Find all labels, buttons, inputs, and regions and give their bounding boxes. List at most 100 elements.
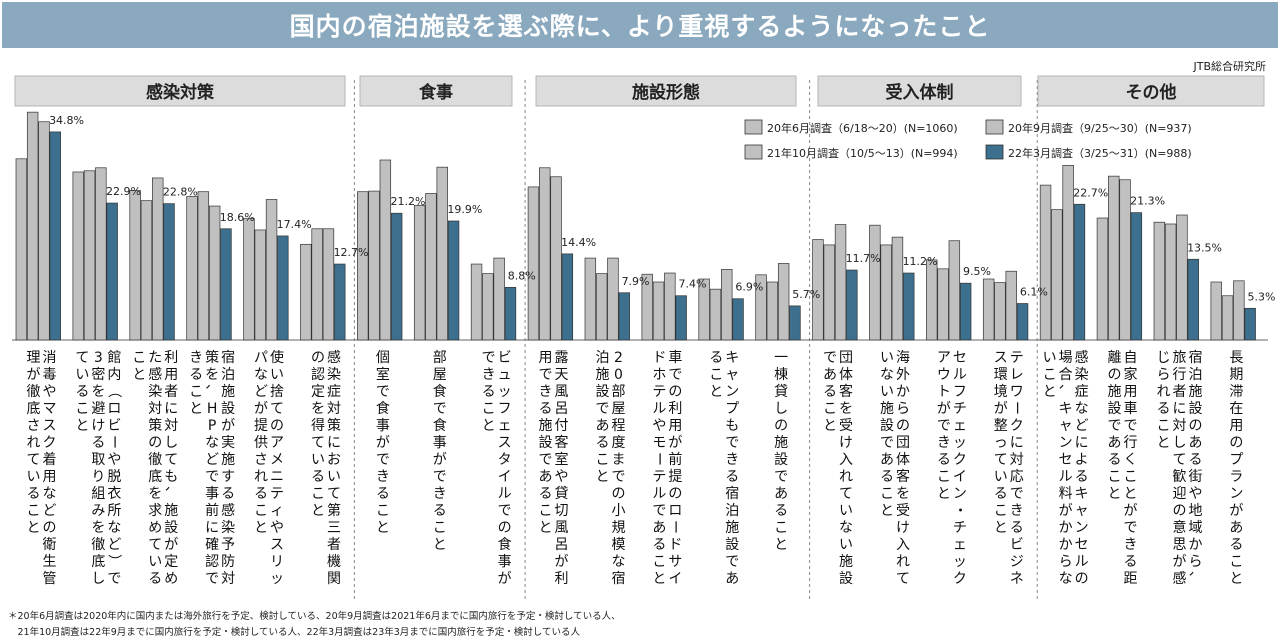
- svg-text:環: 環: [994, 367, 1008, 383]
- bar: [539, 167, 551, 341]
- bar: [812, 239, 824, 341]
- bar: [1039, 184, 1052, 341]
- svg-text:さ: さ: [254, 452, 268, 468]
- footnotes: ＊20年6月調査は2020年内に国内または海外旅行を予定、検討している、20年9…: [8, 609, 621, 641]
- svg-text:、: 、: [203, 384, 219, 398]
- svg-text:行: 行: [1124, 435, 1138, 451]
- group-header-box: [1037, 75, 1265, 107]
- svg-text:こ: こ: [189, 384, 203, 400]
- svg-text:組: 組: [91, 486, 105, 502]
- svg-text:こ: こ: [595, 452, 609, 468]
- bar: [948, 240, 961, 341]
- svg-text:キ: キ: [1059, 401, 1073, 417]
- svg-text:で: で: [823, 350, 837, 366]
- svg-text:徹: 徹: [148, 452, 162, 468]
- svg-text:る: る: [26, 486, 40, 502]
- svg-text:実: 実: [221, 435, 235, 451]
- svg-text:ラ: ラ: [1229, 469, 1243, 485]
- svg-text:メ: メ: [270, 452, 284, 468]
- svg-text:で: で: [725, 554, 739, 570]
- svg-text:貸: 貸: [774, 384, 788, 400]
- svg-text:し: し: [1172, 435, 1186, 451]
- svg-text:対: 対: [221, 571, 235, 587]
- data-label: 6.9%: [735, 281, 763, 294]
- svg-text:で: で: [539, 367, 553, 383]
- group-header-box: [535, 75, 797, 107]
- data-label: 6.1%: [1020, 286, 1048, 299]
- svg-text:で: で: [376, 452, 390, 468]
- svg-text:や: や: [652, 418, 666, 434]
- svg-text:ク: ク: [953, 571, 967, 587]
- footnote-line: ＊20年6月調査は2020年内に国内または海外旅行を予定、検討している、20年9…: [8, 611, 621, 622]
- svg-text:体: 体: [839, 367, 853, 383]
- bar: [334, 263, 346, 341]
- svg-text:利: 利: [555, 571, 569, 587]
- svg-text:る: る: [994, 486, 1008, 502]
- svg-text:か: か: [1059, 537, 1073, 553]
- svg-text:テ: テ: [1010, 350, 1024, 366]
- svg-text:の: の: [311, 350, 325, 366]
- svg-text:ク: ク: [1010, 418, 1024, 434]
- svg-text:リ: リ: [270, 554, 284, 570]
- group-header-label: 感染対策: [146, 82, 215, 103]
- svg-text:策: 策: [205, 349, 219, 366]
- svg-text:レ: レ: [1010, 367, 1024, 383]
- svg-text:P: P: [208, 418, 216, 434]
- bar: [652, 281, 665, 341]
- svg-text:利: 利: [668, 401, 682, 417]
- svg-text:あ: あ: [1229, 520, 1243, 536]
- bar: [959, 282, 972, 341]
- svg-text:プ: プ: [1229, 452, 1243, 468]
- bar: [823, 244, 835, 341]
- svg-text:付: 付: [555, 418, 569, 434]
- svg-text:こ: こ: [433, 520, 447, 536]
- svg-text:あ: あ: [1188, 435, 1202, 451]
- svg-text:第: 第: [327, 502, 341, 519]
- svg-text:な: な: [1059, 571, 1073, 587]
- svg-text:ト: ト: [937, 384, 951, 400]
- svg-text:ェ: ェ: [953, 537, 967, 553]
- svg-text:て: て: [148, 537, 162, 553]
- svg-text:脱: 脱: [107, 469, 121, 485]
- svg-text:と: と: [709, 384, 723, 400]
- svg-text:こ: こ: [1043, 367, 1057, 383]
- svg-text:迎: 迎: [1172, 486, 1186, 502]
- svg-text:て: て: [896, 571, 910, 587]
- svg-text:で: で: [937, 418, 951, 434]
- bar: [1108, 175, 1120, 341]
- svg-text:っ: っ: [994, 435, 1008, 451]
- data-label: 17.4%: [277, 218, 312, 231]
- bar: [1233, 280, 1245, 341]
- svg-text:ま: ま: [611, 452, 625, 468]
- svg-text:、: 、: [1057, 384, 1073, 398]
- svg-text:衛: 衛: [42, 537, 56, 553]
- data-label: 13.5%: [1187, 241, 1222, 254]
- bar: [357, 191, 369, 341]
- bar: [425, 193, 437, 341]
- svg-text:で: で: [652, 503, 666, 519]
- svg-text:と: と: [1124, 486, 1138, 502]
- group-header-label: その他: [1126, 82, 1177, 103]
- svg-text:れ: れ: [839, 469, 853, 485]
- svg-text:自: 自: [1124, 350, 1138, 366]
- svg-text:を: を: [148, 486, 162, 502]
- svg-text:る: る: [75, 384, 89, 400]
- svg-text:こ: こ: [132, 350, 146, 366]
- svg-text:み: み: [91, 503, 105, 519]
- svg-text:し: し: [774, 401, 788, 417]
- bar: [1164, 223, 1177, 341]
- svg-text:で: で: [774, 469, 788, 485]
- svg-text:に: に: [1010, 435, 1024, 451]
- group-header-box: [14, 75, 346, 107]
- bar: [789, 305, 801, 341]
- svg-text:事: 事: [376, 418, 390, 434]
- svg-text:れ: れ: [254, 469, 268, 485]
- svg-text:対: 対: [148, 401, 162, 417]
- svg-text:応: 応: [1010, 469, 1024, 485]
- svg-text:宿: 宿: [221, 349, 235, 366]
- svg-text:館: 館: [107, 349, 121, 366]
- svg-text:て: て: [270, 401, 284, 417]
